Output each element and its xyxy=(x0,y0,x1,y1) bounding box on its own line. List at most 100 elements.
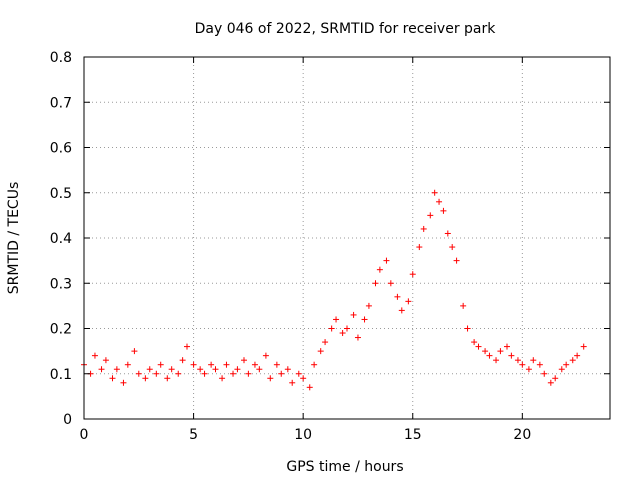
y-tick-label: 0 xyxy=(63,412,72,428)
data-point xyxy=(482,348,489,355)
data-point xyxy=(398,307,405,314)
data-point xyxy=(197,366,204,373)
data-point xyxy=(328,325,335,332)
data-point xyxy=(273,361,280,368)
data-point xyxy=(394,293,401,300)
data-point xyxy=(536,361,543,368)
data-point xyxy=(486,352,493,359)
data-point xyxy=(223,361,230,368)
data-point xyxy=(361,316,368,323)
y-tick-label: 0.4 xyxy=(50,231,72,247)
data-point xyxy=(219,375,226,382)
data-point xyxy=(444,230,451,237)
data-point xyxy=(102,357,109,364)
data-point xyxy=(530,357,537,364)
x-tick-label: 5 xyxy=(189,427,198,443)
data-point xyxy=(552,375,559,382)
data-point xyxy=(306,384,313,391)
data-point xyxy=(168,366,175,373)
data-point xyxy=(558,366,565,373)
data-point xyxy=(157,361,164,368)
data-point xyxy=(383,257,390,264)
data-point xyxy=(387,280,394,287)
data-point xyxy=(245,370,252,377)
y-tick-label: 0.6 xyxy=(50,141,72,157)
x-axis-label: GPS time / hours xyxy=(286,459,403,475)
data-point xyxy=(179,357,186,364)
data-point xyxy=(256,366,263,373)
data-point xyxy=(471,339,478,346)
data-point xyxy=(300,375,307,382)
data-point xyxy=(339,330,346,337)
data-point xyxy=(295,370,302,377)
data-point xyxy=(109,375,116,382)
data-point xyxy=(464,325,471,332)
x-tick-label: 20 xyxy=(513,427,531,443)
data-point xyxy=(208,361,215,368)
data-point xyxy=(508,352,515,359)
data-point xyxy=(547,379,554,386)
chart-title: Day 046 of 2022, SRMTID for receiver par… xyxy=(195,21,497,37)
y-tick-label: 0.1 xyxy=(50,367,72,383)
data-point xyxy=(333,316,340,323)
data-point xyxy=(131,348,138,355)
data-point xyxy=(427,212,434,219)
x-tick-label: 15 xyxy=(404,427,422,443)
y-tick-label: 0.2 xyxy=(50,322,72,338)
data-point xyxy=(541,370,548,377)
data-point xyxy=(234,366,241,373)
data-point xyxy=(416,244,423,251)
data-point xyxy=(262,352,269,359)
data-point xyxy=(431,189,438,196)
data-point xyxy=(278,370,285,377)
data-point xyxy=(344,325,350,332)
data-point xyxy=(146,366,153,373)
data-point xyxy=(354,334,361,341)
data-point xyxy=(350,311,357,318)
data-point xyxy=(475,343,482,350)
data-point xyxy=(175,370,182,377)
data-point xyxy=(124,361,131,368)
data-point xyxy=(525,366,532,373)
data-point xyxy=(372,280,379,287)
data-point xyxy=(153,370,160,377)
data-point xyxy=(289,379,296,386)
data-point xyxy=(164,375,171,382)
data-point xyxy=(376,266,383,273)
data-point xyxy=(497,348,504,355)
ticks: 0 5 10 15 20 0 0.1 0.2 0.3 0.4 0.5 0.6 0.7 0.8 xyxy=(50,50,610,443)
data-point xyxy=(453,257,460,264)
data-point xyxy=(267,375,274,382)
data-point xyxy=(436,198,443,205)
data-point xyxy=(493,357,500,364)
data-point xyxy=(201,370,208,377)
data-point xyxy=(98,366,105,373)
y-tick-label: 0.3 xyxy=(50,276,72,292)
data-point xyxy=(212,366,219,373)
data-point xyxy=(184,343,191,350)
data-point xyxy=(230,370,237,377)
data-point xyxy=(190,361,197,368)
data-point xyxy=(405,298,412,305)
data-point xyxy=(449,244,456,251)
y-tick-label: 0.8 xyxy=(50,50,72,66)
data-point xyxy=(113,366,120,373)
grid xyxy=(84,57,610,419)
y-tick-label: 0.5 xyxy=(50,186,72,202)
data-point xyxy=(409,271,416,278)
data-point xyxy=(563,361,570,368)
data-point xyxy=(135,370,142,377)
data-point xyxy=(251,361,258,368)
data-point xyxy=(440,207,447,214)
data-point xyxy=(91,352,98,359)
data-point xyxy=(142,375,149,382)
data-point xyxy=(574,352,581,359)
data-point xyxy=(420,225,427,232)
data-point xyxy=(120,379,127,386)
data-point xyxy=(514,357,521,364)
data-point xyxy=(519,361,526,368)
x-tick-label: 10 xyxy=(294,427,312,443)
data-point xyxy=(460,302,467,309)
